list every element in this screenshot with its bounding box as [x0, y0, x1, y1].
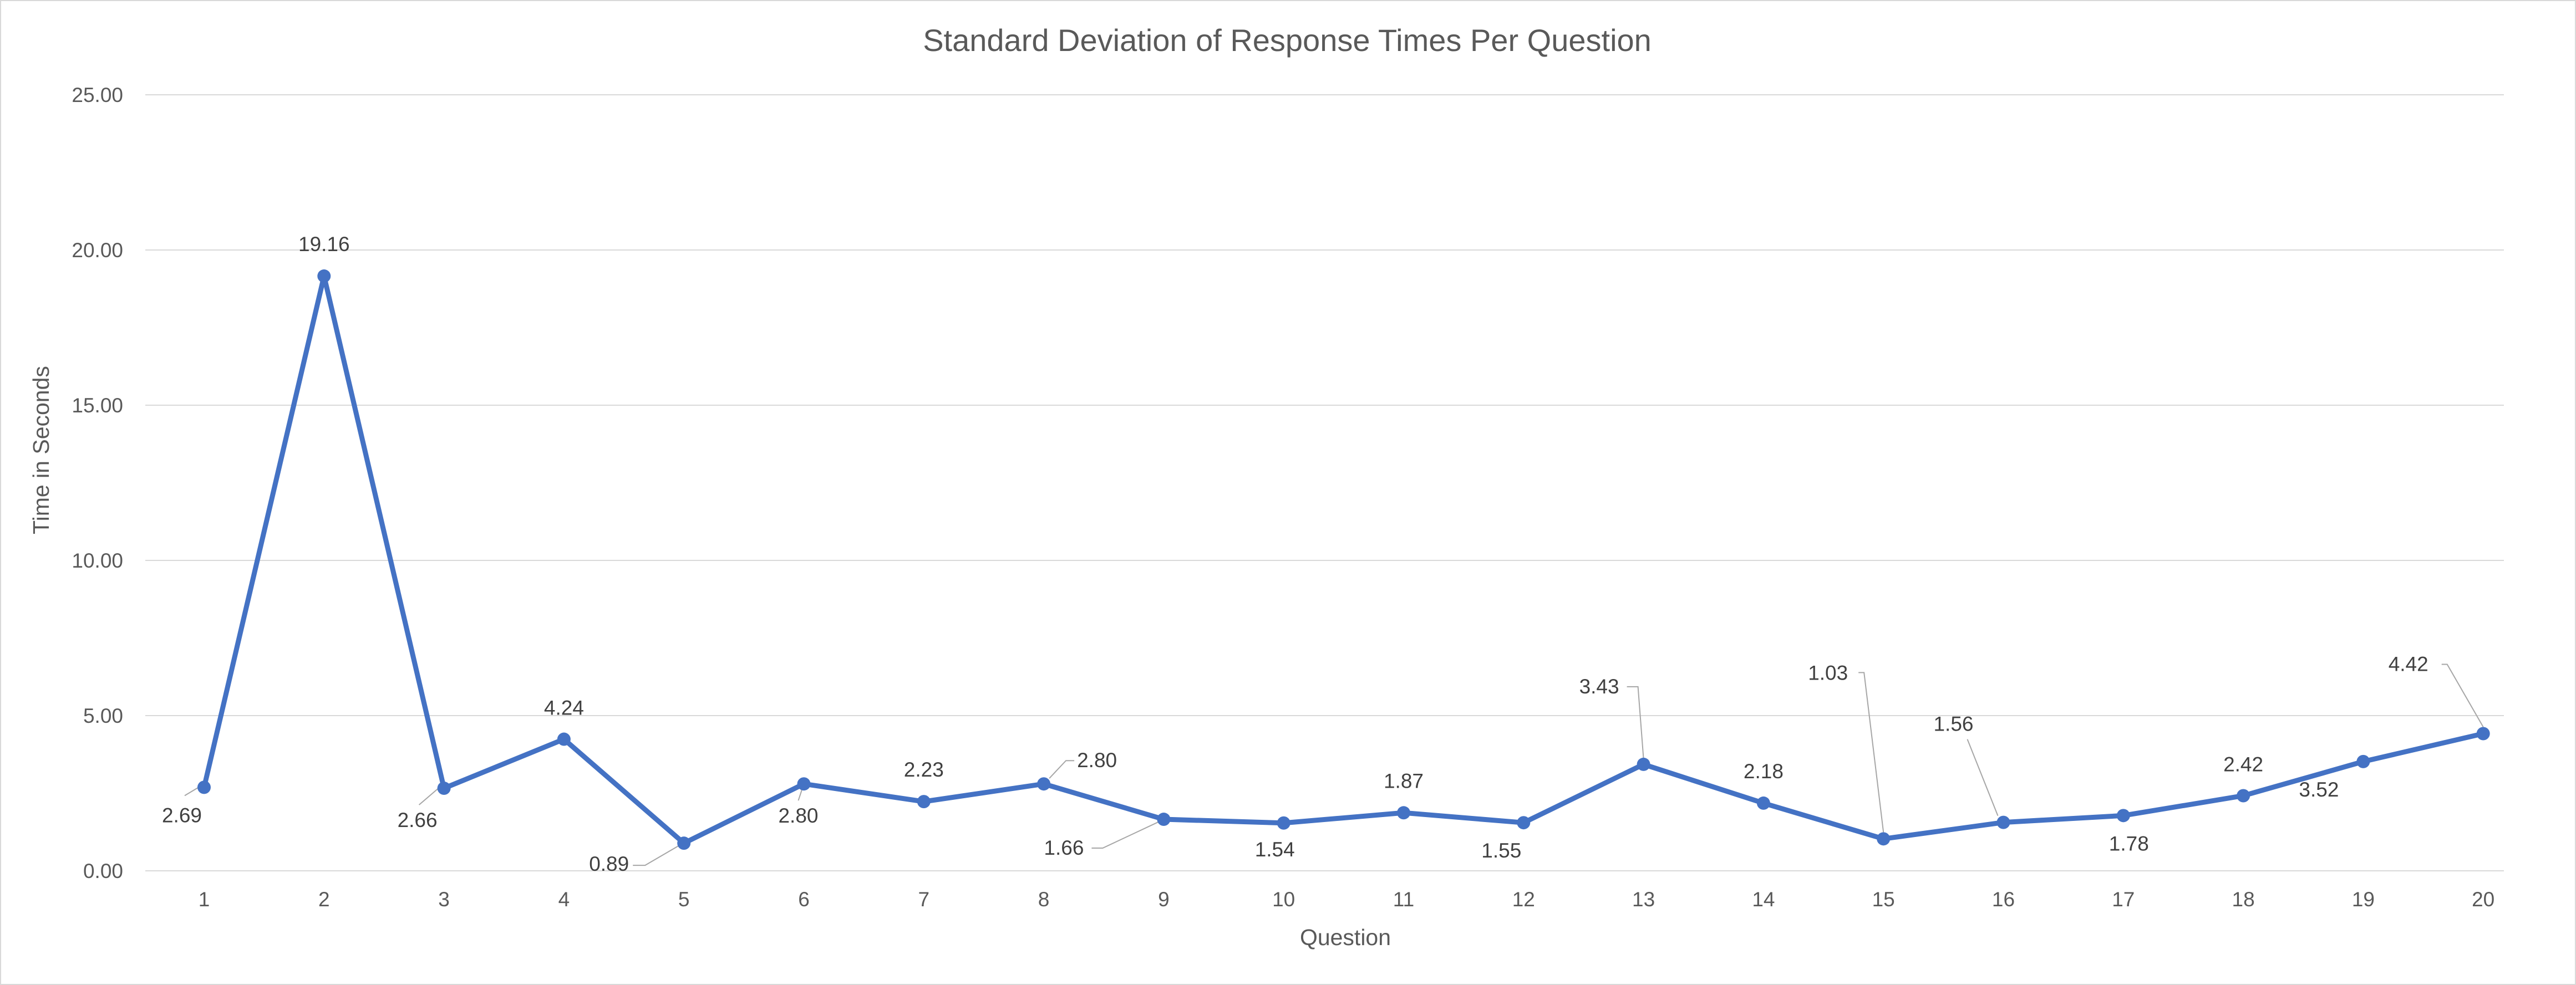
data-point [2116, 809, 2130, 823]
x-tick-label: 1 [199, 888, 210, 911]
x-axis-ticks: 1 2 3 4 5 6 7 8 9 10 11 12 13 14 15 16 17 18 19 20 [199, 888, 2495, 911]
leader-line [1091, 821, 1159, 849]
data-point [917, 795, 931, 809]
data-label: 2.66 [398, 809, 438, 831]
data-point [1517, 816, 1531, 830]
y-tick-label: 25.00 [72, 84, 123, 106]
data-label: 1.03 [1808, 661, 1848, 684]
x-tick-label: 3 [438, 888, 450, 911]
data-point [317, 269, 331, 283]
data-label: 1.56 [1933, 713, 1973, 736]
data-label: 4.42 [2389, 652, 2428, 675]
leader-line [1049, 760, 1075, 779]
data-point [557, 732, 571, 746]
data-point [2237, 789, 2250, 803]
data-label: 3.52 [2299, 778, 2339, 801]
data-point [197, 780, 211, 794]
data-label: 0.89 [589, 853, 629, 875]
data-label: 1.55 [1481, 839, 1521, 862]
leader-line [1967, 739, 1999, 816]
x-tick-label: 13 [1632, 888, 1655, 911]
leader-line [1627, 686, 1644, 759]
data-point [1877, 832, 1891, 846]
series-line [201, 273, 2486, 846]
data-label: 1.78 [2109, 832, 2149, 855]
x-tick-label: 6 [798, 888, 810, 911]
leader-line [1858, 672, 1884, 833]
x-tick-label: 19 [2352, 888, 2375, 911]
data-point [1037, 777, 1051, 791]
x-tick-label: 5 [678, 888, 690, 911]
x-tick-label: 7 [918, 888, 930, 911]
leader-line [184, 787, 199, 797]
data-label: 3.43 [1579, 675, 1619, 698]
gridlines [145, 94, 2504, 871]
data-point [437, 782, 451, 795]
data-point [677, 836, 691, 850]
series [197, 269, 2490, 850]
data-labels: 2.69 19.16 2.66 4.24 0.89 2.80 2.23 2.80 1.66 1.5… [162, 233, 2428, 875]
data-point [1397, 806, 1410, 820]
data-point [1277, 816, 1290, 830]
data-label: 4.24 [544, 697, 584, 719]
x-tick-label: 9 [1158, 888, 1170, 911]
data-label: 2.80 [1077, 749, 1117, 772]
leader-line [633, 845, 679, 866]
data-label: 2.80 [778, 804, 818, 827]
x-axis-title: Question [1300, 925, 1391, 950]
data-point [2476, 727, 2490, 741]
data-point [2356, 754, 2370, 768]
data-label: 1.66 [1044, 836, 1084, 859]
chart-title: Standard Deviation of Response Times Per… [923, 23, 1652, 58]
x-tick-label: 20 [2472, 888, 2494, 911]
data-label: 19.16 [298, 233, 350, 256]
x-tick-label: 17 [2112, 888, 2135, 911]
x-tick-label: 12 [1512, 888, 1535, 911]
data-label: 2.69 [162, 804, 202, 826]
y-axis-ticks: 0.00 5.00 10.00 15.00 20.00 25.00 [72, 84, 123, 882]
data-label: 1.87 [1384, 769, 1424, 792]
x-tick-label: 15 [1872, 888, 1895, 911]
x-tick-label: 2 [318, 888, 330, 911]
leader-line [418, 788, 439, 805]
x-tick-label: 8 [1038, 888, 1050, 911]
data-label: 2.42 [2223, 753, 2263, 775]
x-tick-label: 14 [1752, 888, 1775, 911]
y-tick-label: 0.00 [83, 860, 123, 882]
y-tick-label: 15.00 [72, 394, 123, 417]
data-point [1157, 813, 1171, 826]
x-tick-label: 11 [1393, 888, 1414, 911]
x-tick-label: 4 [558, 888, 570, 911]
x-tick-label: 10 [1272, 888, 1295, 911]
data-label: 1.54 [1255, 838, 1295, 861]
leader-line [2441, 664, 2484, 727]
x-tick-label: 16 [1992, 888, 2015, 911]
x-tick-label: 18 [2232, 888, 2255, 911]
data-point [797, 777, 811, 791]
y-axis-title: Time in Seconds [28, 366, 54, 534]
y-tick-label: 10.00 [72, 549, 123, 572]
data-point [1996, 815, 2010, 829]
data-point [1637, 757, 1650, 771]
y-tick-label: 20.00 [72, 239, 123, 262]
data-point [1756, 796, 1770, 810]
data-label: 2.23 [904, 758, 944, 781]
y-tick-label: 5.00 [83, 705, 123, 727]
data-label-leaders [184, 664, 2484, 866]
data-label: 2.18 [1744, 760, 1784, 783]
